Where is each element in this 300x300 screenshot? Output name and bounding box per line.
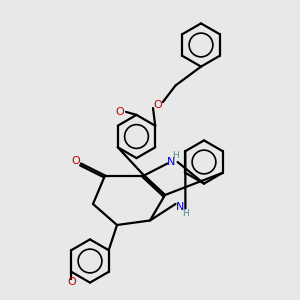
Text: O: O xyxy=(71,155,80,166)
Text: O: O xyxy=(67,277,76,287)
Text: N: N xyxy=(176,202,184,212)
Text: O: O xyxy=(116,107,124,117)
Text: O: O xyxy=(153,100,162,110)
Text: H: H xyxy=(182,208,189,217)
Text: H: H xyxy=(172,152,179,160)
Text: N: N xyxy=(167,157,175,167)
